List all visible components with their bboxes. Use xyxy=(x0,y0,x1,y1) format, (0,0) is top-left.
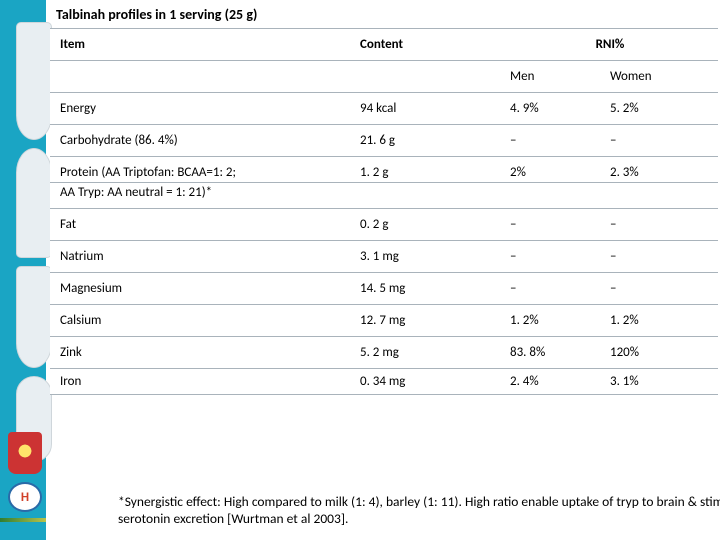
cell-item: Calsium xyxy=(50,305,350,337)
cell-women: – xyxy=(600,125,718,157)
blank-cell xyxy=(350,61,500,93)
cell-content: 94 kcal xyxy=(350,93,500,125)
table-row: Zink 5. 2 mg 83. 8% 120% xyxy=(50,337,718,369)
cell-content: 0. 34 mg xyxy=(350,369,500,395)
table-row: Magnesium 14. 5 mg – – xyxy=(50,273,718,305)
cell-note: AA Tryp: AA neutral = 1: 21)* xyxy=(50,183,718,209)
org-logo-icon: H xyxy=(8,482,42,512)
cell-men: – xyxy=(500,241,600,273)
table-row: Calsium 12. 7 mg 1. 2% 1. 2% xyxy=(50,305,718,337)
cell-content: 0. 2 g xyxy=(350,209,500,241)
nutrition-table: Item Content RNI% Men Women Energy 94 kc… xyxy=(50,28,718,395)
cell-content: 21. 6 g xyxy=(350,125,500,157)
table-row: Natrium 3. 1 mg – – xyxy=(50,241,718,273)
footnote: *Synergistic effect: High compared to mi… xyxy=(118,494,720,528)
slide-title: Talbinah profiles in 1 serving (25 g) xyxy=(56,6,257,23)
cell-women: 5. 2% xyxy=(600,93,718,125)
table-header-row: Item Content RNI% xyxy=(50,29,718,61)
cell-women: 120% xyxy=(600,337,718,369)
cell-content: 12. 7 mg xyxy=(350,305,500,337)
table-row: Fat 0. 2 g – – xyxy=(50,209,718,241)
cell-men: 4. 9% xyxy=(500,93,600,125)
table-row: Carbohydrate (86. 4%) 21. 6 g – – xyxy=(50,125,718,157)
cell-item: Carbohydrate (86. 4%) xyxy=(50,125,350,157)
col-item: Item xyxy=(50,29,350,61)
cell-men: – xyxy=(500,125,600,157)
cell-women: – xyxy=(600,273,718,305)
cell-content: 1. 2 g xyxy=(350,157,500,183)
cell-item: Protein (AA Triptofan: BCAA=1: 2; xyxy=(50,157,350,183)
blank-cell xyxy=(50,61,350,93)
crest-icon xyxy=(8,432,42,474)
col-rni: RNI% xyxy=(500,29,718,61)
slide: H Talbinah profiles in 1 serving (25 g) … xyxy=(0,0,720,540)
content-area: Talbinah profiles in 1 serving (25 g) It… xyxy=(46,0,720,540)
cell-men: – xyxy=(500,209,600,241)
cell-women: 1. 2% xyxy=(600,305,718,337)
cell-item: Zink xyxy=(50,337,350,369)
table-row: AA Tryp: AA neutral = 1: 21)* xyxy=(50,183,718,209)
cell-content: 3. 1 mg xyxy=(350,241,500,273)
table-row: Energy 94 kcal 4. 9% 5. 2% xyxy=(50,93,718,125)
cell-men: 1. 2% xyxy=(500,305,600,337)
cell-men: 2% xyxy=(500,157,600,183)
cell-item: Fat xyxy=(50,209,350,241)
cell-content: 5. 2 mg xyxy=(350,337,500,369)
cell-item: Energy xyxy=(50,93,350,125)
cell-women: 2. 3% xyxy=(600,157,718,183)
col-men: Men xyxy=(500,61,600,93)
cell-men: – xyxy=(500,273,600,305)
col-women: Women xyxy=(600,61,718,93)
cell-men: 2. 4% xyxy=(500,369,600,395)
cell-women: 3. 1% xyxy=(600,369,718,395)
cell-content: 14. 5 mg xyxy=(350,273,500,305)
cell-men: 83. 8% xyxy=(500,337,600,369)
table-row: Protein (AA Triptofan: BCAA=1: 2; 1. 2 g… xyxy=(50,157,718,183)
footer-stripe xyxy=(0,518,46,522)
cell-item: Magnesium xyxy=(50,273,350,305)
col-content: Content xyxy=(350,29,500,61)
cell-item: Natrium xyxy=(50,241,350,273)
cell-women: – xyxy=(600,209,718,241)
cell-women: – xyxy=(600,241,718,273)
cell-item: Iron xyxy=(50,369,350,395)
table-row: Iron 0. 34 mg 2. 4% 3. 1% xyxy=(50,369,718,395)
table-subheader-row: Men Women xyxy=(50,61,718,93)
